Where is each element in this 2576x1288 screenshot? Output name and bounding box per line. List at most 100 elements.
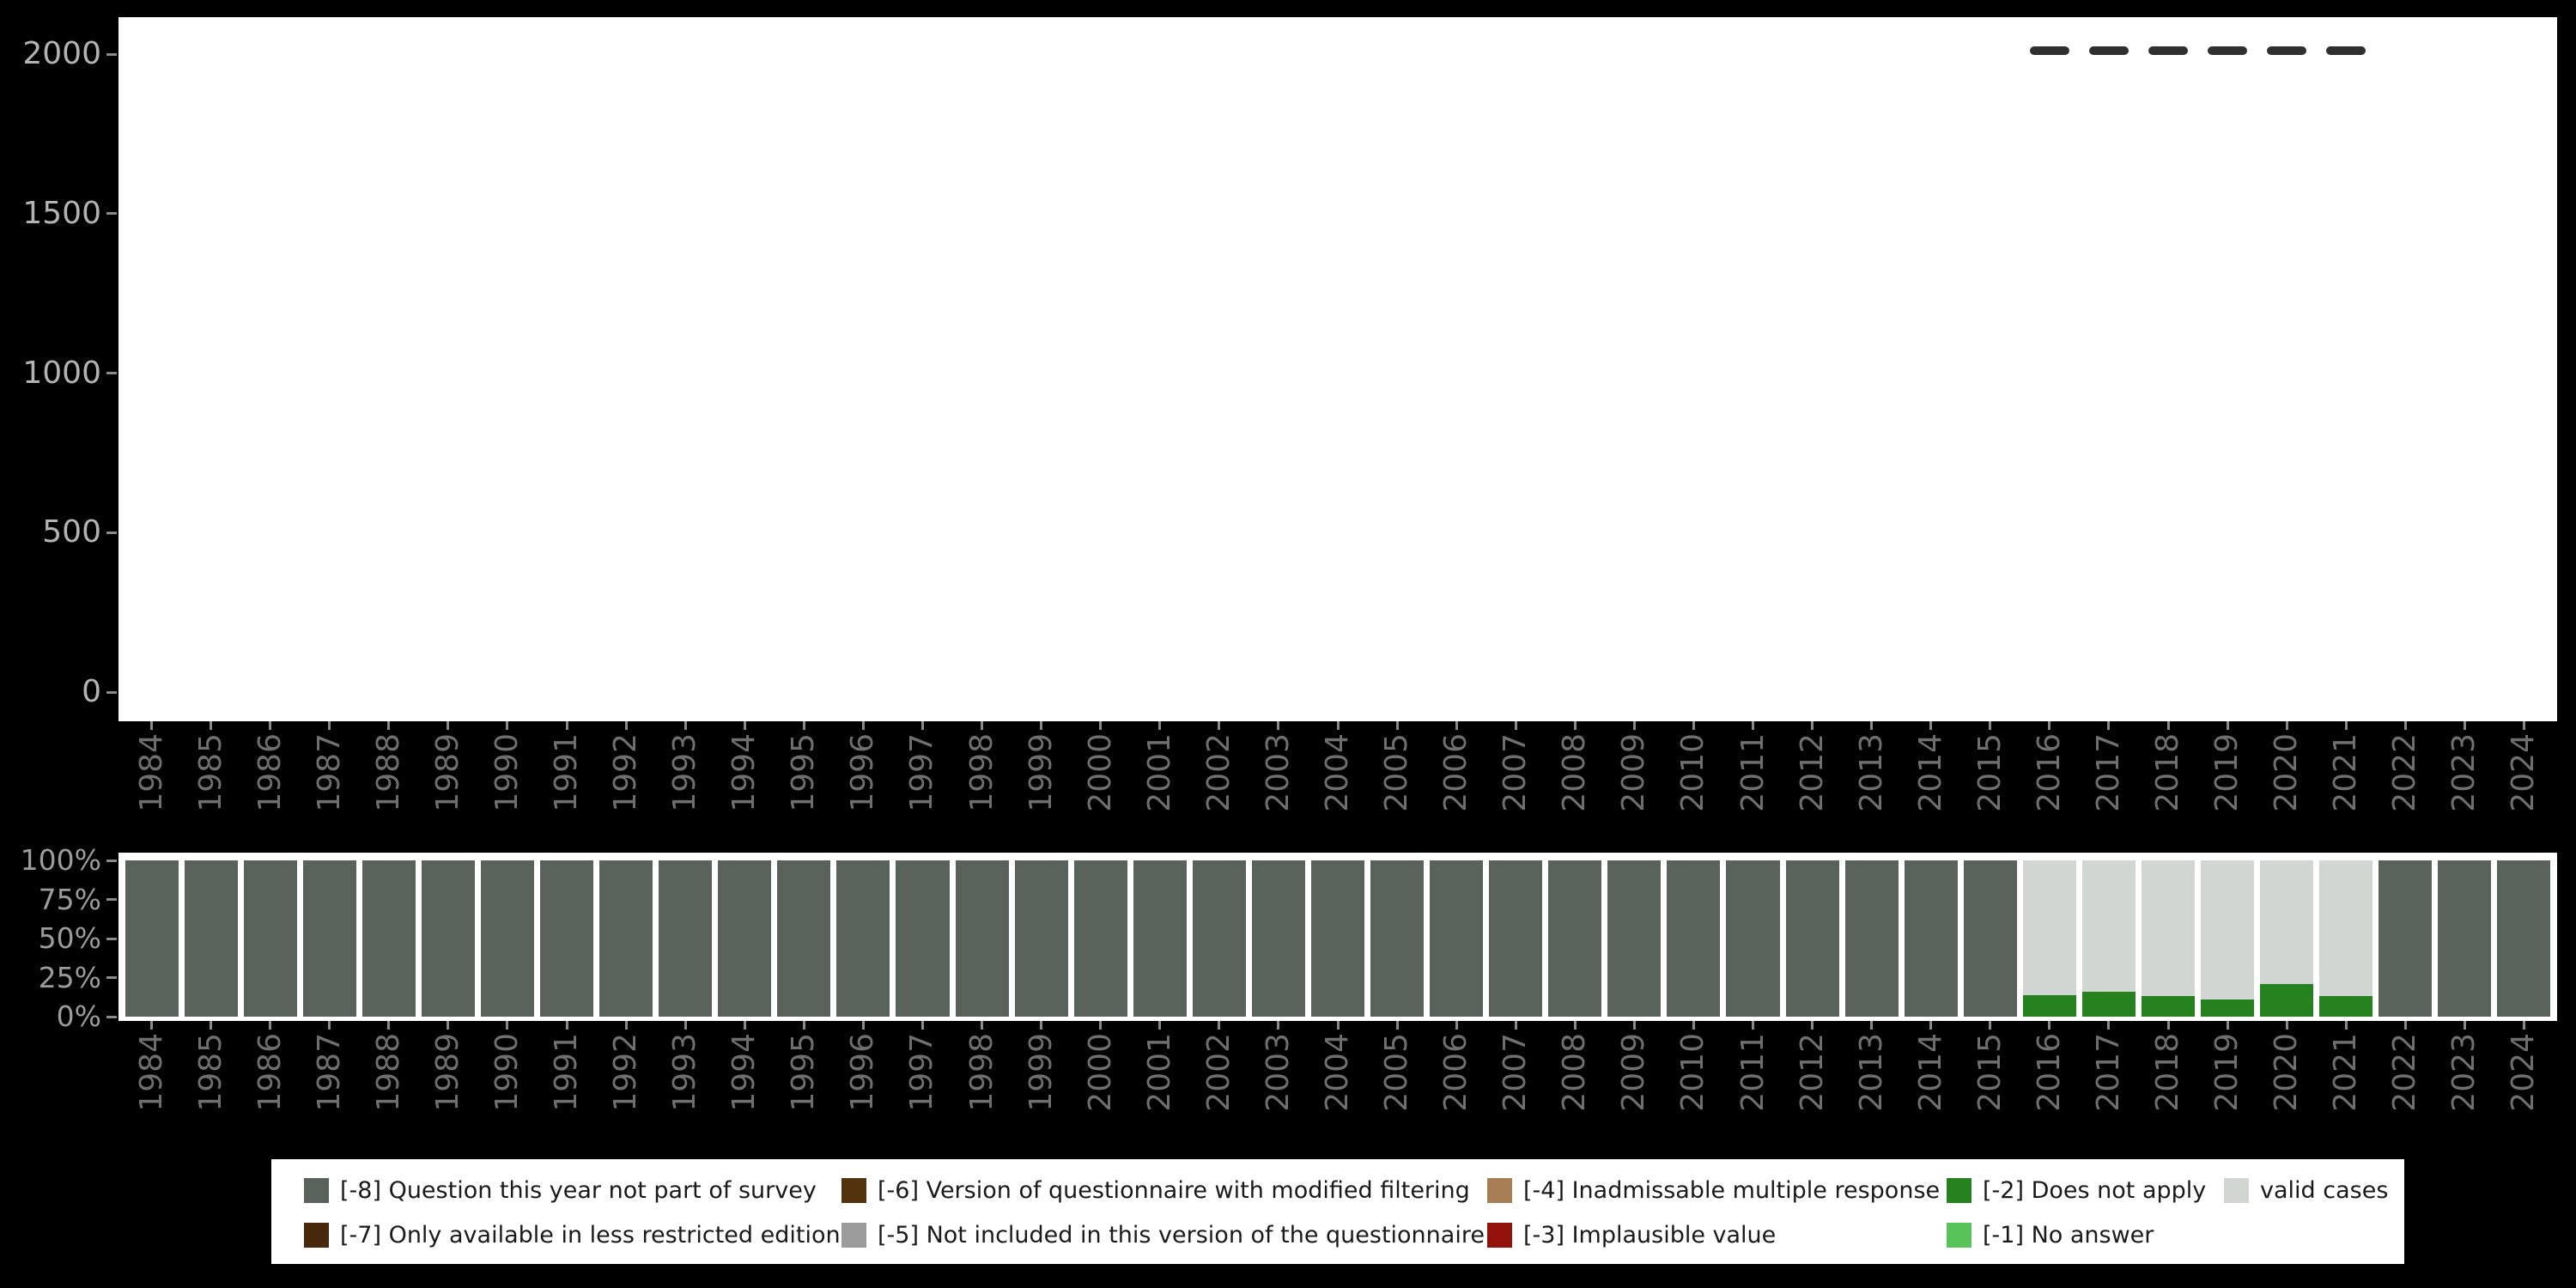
year-label: 1998 [963,1033,999,1112]
legend-label-neg4: [-4] Inadmissable multiple response [1523,1177,1941,1204]
year-label: 2001 [1141,733,1177,812]
x-tick-mark [1811,721,1814,730]
year-label: 2004 [1320,733,1355,812]
valid-cases-count-marker [2267,46,2307,56]
x-tick-mark [1573,1021,1577,1030]
year-label: 2015 [1971,733,2008,812]
year-label: 1984 [133,1033,169,1112]
year-label: 1994 [726,1033,762,1112]
x-tick-mark [981,721,984,730]
x-tick-mark [802,1021,805,1030]
year-label: 1992 [608,733,644,812]
year-label: 2010 [1675,733,1711,812]
year-label: 1999 [1023,1033,1059,1112]
year-label: 2010 [1675,1033,1711,1112]
year-label: 1986 [252,733,288,812]
x-tick-mark [920,721,924,730]
x-tick-mark [565,1021,568,1030]
year-label: 2001 [1141,1033,1177,1112]
x-tick-mark [1218,1021,1221,1030]
legend-label-valid: valid cases [2260,1177,2389,1204]
bar-segment [1963,860,2017,1017]
year-label: 2006 [1438,733,1474,812]
year-label: 2016 [2031,1033,2067,1112]
year-label: 2014 [1912,733,1948,812]
year-label: 1991 [549,1033,585,1112]
legend-item-neg6: [-6] Version of questionnaire with modif… [841,1178,1470,1203]
year-label: 2021 [2328,1033,2364,1112]
x-tick-mark [387,721,391,730]
x-tick-mark [1218,721,1221,730]
x-tick-mark [506,1021,509,1030]
valid-cases-count-marker [2088,46,2129,56]
bar-segment [1726,860,1780,1017]
year-label: 2020 [2269,733,2305,812]
x-tick-mark [328,721,331,730]
x-tick-mark [1632,721,1636,730]
bar-segment [1489,860,1543,1017]
bar-segment [777,860,831,1017]
year-label: 1993 [667,1033,703,1112]
bar-segment [1014,860,1068,1017]
x-tick-mark [506,721,509,730]
year-label: 1985 [192,1033,228,1112]
x-tick-mark [1455,1021,1458,1030]
x-tick-mark [1395,721,1399,730]
year-label: 1994 [726,733,762,812]
bottom-y-tick-label: 75% [38,882,101,916]
x-tick-mark [981,1021,984,1030]
x-tick-mark [2107,721,2111,730]
year-label: 2021 [2328,733,2364,812]
x-tick-mark [1277,721,1280,730]
x-tick-mark [624,721,628,730]
legend-swatch-neg2 [1947,1178,1971,1203]
year-label: 2023 [2446,733,2482,812]
year-label: 2002 [1200,733,1236,812]
bar-segment [2260,860,2314,984]
year-label: 2004 [1320,1033,1355,1112]
year-label: 2023 [2446,1033,2482,1112]
x-tick-mark [1752,1021,1754,1030]
bottom-y-tick-mark [106,859,117,862]
legend-item-neg8: [-8] Question this year not part of surv… [304,1178,817,1203]
x-tick-mark [1752,721,1754,730]
x-tick-mark [269,1021,272,1030]
x-tick-mark [2285,721,2288,730]
bottom-y-tick-mark [106,898,117,901]
x-tick-mark [1632,1021,1636,1030]
bar-segment [1844,860,1899,1017]
x-tick-mark [1099,721,1103,730]
bar-segment [2201,860,2255,999]
top-y-tick-mark [106,52,117,56]
top-y-tick-label: 500 [42,514,101,550]
x-tick-mark [210,721,213,730]
bar-segment [2081,860,2136,992]
legend-swatch-neg3 [1487,1223,1512,1248]
year-label: 2013 [1853,1033,1889,1112]
x-tick-mark [2403,1021,2407,1030]
top-y-tick-label: 2000 [22,36,101,71]
bar-segment [1430,860,1484,1017]
year-label: 2017 [2090,1033,2126,1112]
year-label: 1989 [429,1033,465,1112]
x-tick-mark [1455,721,1458,730]
bar-segment [599,860,653,1017]
bottom-y-tick-label: 100% [20,843,101,877]
year-label: 2009 [1616,1033,1652,1112]
bar-segment [2260,983,2314,1017]
x-tick-mark [624,1021,628,1030]
year-label: 2022 [2387,733,2423,812]
bottom-y-tick-mark [106,976,117,979]
x-tick-mark [1277,1021,1280,1030]
x-tick-mark [861,721,865,730]
x-tick-mark [861,1021,865,1030]
year-label: 2014 [1912,1033,1948,1112]
top-y-tick-mark [106,372,117,374]
bar-segment [2141,860,2196,997]
bar-segment [2379,860,2433,1017]
top-chart-plot [118,17,2557,721]
x-tick-mark [2522,721,2525,730]
x-tick-mark [565,721,568,730]
bar-segment [2319,996,2373,1017]
